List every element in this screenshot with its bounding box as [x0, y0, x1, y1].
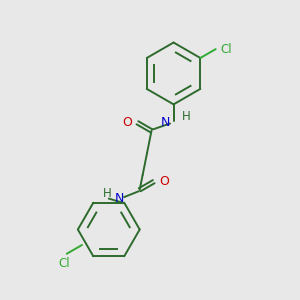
- Text: O: O: [122, 116, 132, 129]
- Text: N: N: [115, 192, 124, 205]
- Text: Cl: Cl: [220, 43, 232, 56]
- Text: H: H: [182, 110, 190, 123]
- Text: H: H: [102, 187, 111, 200]
- Text: Cl: Cl: [58, 257, 70, 270]
- Text: O: O: [159, 175, 169, 188]
- Text: N: N: [160, 116, 170, 128]
